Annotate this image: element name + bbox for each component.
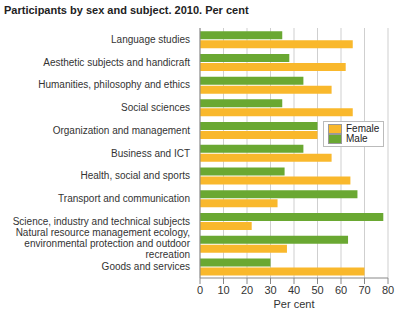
- svg-text:Health, social and sports: Health, social and sports: [80, 170, 190, 181]
- svg-text:70: 70: [358, 284, 370, 296]
- svg-text:0: 0: [197, 284, 203, 296]
- svg-text:Organization and management: Organization and management: [53, 125, 191, 136]
- svg-text:Business and ICT: Business and ICT: [111, 148, 190, 159]
- svg-text:Humanities, philosophy and eth: Humanities, philosophy and ethics: [38, 79, 190, 90]
- svg-text:Science, industry and technica: Science, industry and technical subjects: [13, 216, 190, 227]
- svg-text:Per cent: Per cent: [274, 298, 315, 310]
- svg-text:Language studies: Language studies: [111, 34, 190, 45]
- svg-text:80: 80: [382, 284, 392, 296]
- html-text:Participants by sex and subjec: Participants by sex and subject. 2010. P…: [4, 4, 249, 16]
- html-text:Male: Male: [346, 133, 368, 144]
- svg-text:40: 40: [288, 284, 300, 296]
- svg-text:60: 60: [335, 284, 347, 296]
- svg-text:50: 50: [311, 284, 323, 296]
- html-text:Female: Female: [346, 123, 380, 134]
- svg-text:20: 20: [241, 284, 253, 296]
- svg-text:Natural resource management ec: Natural resource management ecology,envi…: [16, 227, 191, 260]
- svg-text:Aesthetic subjects and handicr: Aesthetic subjects and handicraft: [43, 57, 190, 68]
- svg-text:Social sciences: Social sciences: [121, 102, 190, 113]
- svg-text:10: 10: [217, 284, 229, 296]
- svg-text:Goods and services: Goods and services: [102, 261, 190, 272]
- svg-text:30: 30: [264, 284, 276, 296]
- svg-text:Transport and communication: Transport and communication: [58, 193, 190, 204]
